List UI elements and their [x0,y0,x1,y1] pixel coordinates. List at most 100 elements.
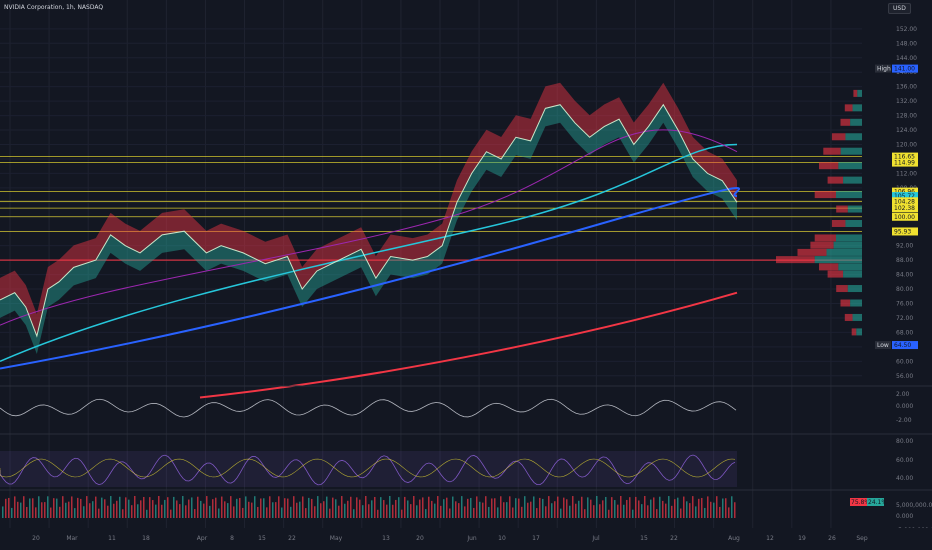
volume-bar [275,502,277,518]
volume-bar [74,508,76,518]
profile-bar-sell [819,162,839,170]
volume-bar [398,497,400,518]
volume-tick: 5,000,000.00 [896,502,932,509]
volume-bar [668,496,670,518]
volume-bar [476,496,478,518]
volume-bar [488,506,490,518]
volume-bar [311,498,313,518]
profile-bar-sell [836,205,848,213]
volume-bar [641,504,643,518]
price-tick-label: 124.00 [896,127,917,134]
volume-bar [266,507,268,518]
profile-bar-buy [835,191,862,199]
volume-bar [176,500,178,518]
oscillator-tick: 0.000 [896,403,913,410]
volume-bar [359,499,361,518]
time-tick-label: 8 [230,535,234,542]
volume-bar [503,502,505,518]
price-axis[interactable]: 152.00 148.00 144.00 140.00 136.00 132.00 128.… [862,0,932,550]
volume-bar [272,502,274,518]
volume-bar [164,499,166,518]
volume-bar [464,506,466,518]
volume-bar [179,504,181,518]
volume-profile [776,89,862,336]
volume-bar [452,496,454,518]
price-tick-label: 80.00 [896,286,913,293]
buy-pct: 24.1% [868,499,887,506]
price-tick-label: 72.00 [896,315,913,322]
profile-bar-sell [814,191,836,199]
time-tick-label: 17 [532,535,540,542]
volume-bar [251,502,253,518]
volume-bar [548,496,550,518]
time-axis[interactable]: 20 Mar 11 18 Apr 8 15 22 May 13 20 Jun 10 17 Jul 15 22 Au… [0,528,932,550]
volume-bar [131,505,133,518]
profile-bar-buy [835,234,862,242]
volume-bar [428,496,430,518]
volume-bar [515,498,517,518]
volume-bar [431,500,433,518]
volume-bar [437,496,439,518]
time-tick-label: May [330,535,343,542]
price-label-box [892,64,918,73]
volume-bar [407,500,409,518]
volume-bar [500,496,502,518]
price-tick-label: 140.00 [896,69,917,76]
volume-bar [569,505,571,518]
time-tick-label: 13 [382,535,390,542]
volume-bar [386,504,388,518]
volume-bar [128,499,130,518]
volume-bar [365,496,367,518]
volume-bar [8,497,10,518]
volume-bar [482,502,484,518]
currency-button[interactable]: USD [888,3,911,14]
volume-bar [11,507,13,518]
chart-title: NVIDIA Corporation, 1h, NASDAQ [4,4,104,11]
oscillator-line [0,398,737,418]
ma-200 [0,186,741,370]
price-label-box [892,187,918,196]
profile-bar-buy [843,270,862,278]
time-tick-label: 15 [640,535,648,542]
volume-bar [560,508,562,518]
volume-bar [572,496,574,518]
volume-bar [203,503,205,518]
volume-bar [695,506,697,518]
volume-bar [116,500,118,518]
price-label-tag-text: Low [877,342,889,349]
volume-bar [635,496,637,518]
profile-bar-sell [831,219,846,227]
volume-bar [215,497,217,518]
volume-bar [329,508,331,518]
volume-bar [290,506,292,518]
volume-bar [155,504,157,518]
volume-bar [626,499,628,518]
volume-bar [602,500,604,518]
volume-bar [221,496,223,518]
volume-bar [185,505,187,518]
price-label-box [892,212,918,221]
upper-envelope [0,82,737,337]
profile-bar-sell [810,241,834,249]
volume-bar [512,507,514,518]
time-tick-label: 11 [108,535,116,542]
profile-bar-buy [814,256,862,264]
ma-400 [199,291,738,399]
volume-bar [725,498,727,518]
price-tick-label: 132.00 [896,98,917,105]
volume-bar [509,496,511,518]
volume-bar [161,504,163,518]
volume-bar [317,496,319,518]
volume-bar [656,509,658,518]
volume-bar [245,496,247,518]
volume-bar [302,496,304,518]
volume-bar [269,496,271,518]
volume-bar [455,501,457,518]
volume-bar [254,496,256,518]
volume-bar [575,503,577,518]
profile-bar-sell [823,147,841,155]
volume-bar [197,496,199,518]
volume-bar [599,504,601,518]
time-tick-label: Apr [197,535,208,542]
